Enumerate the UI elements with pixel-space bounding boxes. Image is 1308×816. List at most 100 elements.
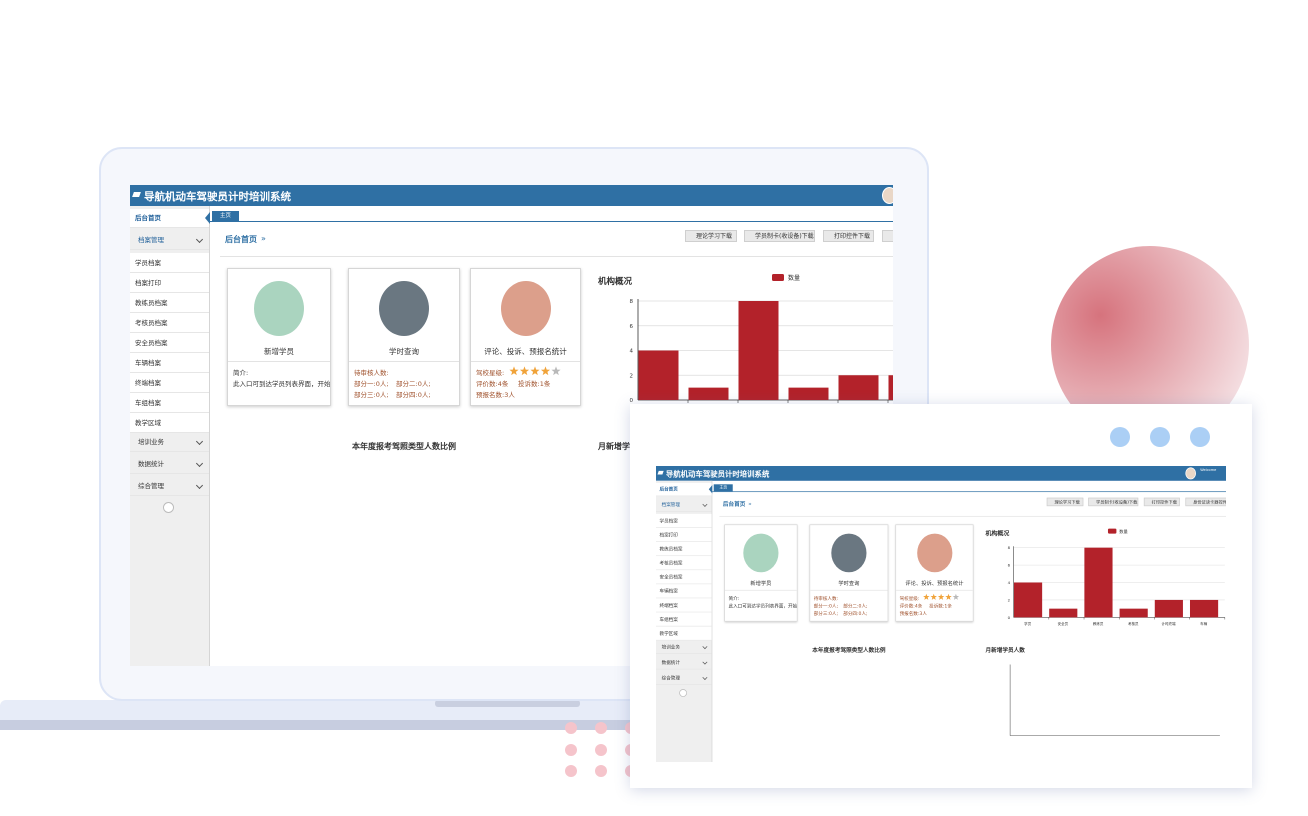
download-button[interactable]: 理论学习下载 (1046, 497, 1084, 507)
card-divider (810, 589, 888, 591)
download-button[interactable]: 理论学习下载 (685, 230, 737, 242)
header (130, 185, 893, 206)
tab[interactable]: 主页 (212, 211, 239, 221)
window-dots (1110, 427, 1210, 447)
bar (638, 350, 679, 400)
home-marker (205, 212, 210, 224)
tab[interactable]: 主页 (713, 484, 733, 492)
sidebar-group[interactable]: 综合管理 (656, 672, 712, 685)
sidebar-item[interactable]: 终端档案 (130, 373, 209, 393)
card-text: 部分二:0人; (396, 380, 431, 388)
card-title: 评论、投诉、预报名统计 (905, 580, 964, 587)
x-tick-label: 安全员 (1058, 621, 1069, 626)
y-tick-label: 0 (1008, 615, 1011, 620)
x-tick-label: 学员 (1024, 621, 1032, 626)
card-divider (349, 361, 459, 362)
card-text: 部分四:0人; (396, 391, 431, 399)
tab-line (711, 491, 1226, 493)
card-text: 部分一:0人; (813, 603, 838, 609)
avatar (882, 187, 893, 204)
collapse-button[interactable] (679, 689, 687, 697)
x-tick-label: 考核员 (1128, 621, 1139, 626)
bar (888, 375, 893, 400)
avatar (1185, 467, 1196, 480)
sidebar-group[interactable]: 综合管理 (130, 477, 209, 496)
sidebar-item[interactable]: 档案打印 (130, 273, 209, 293)
card-divider (724, 589, 797, 591)
download-button[interactable]: 打印控件下载 (823, 230, 874, 242)
breadcrumb-sep: » (261, 234, 266, 243)
card-text: 此入口可到达学员列表界面，开始新增学员 (233, 380, 331, 388)
card[interactable]: 评论、投诉、预报名统计 驾校星级: 评价数:4条 投诉数:1条 预报名数:3人 (470, 268, 581, 406)
download-button[interactable]: 学员制卡(收设备)下载 (1088, 497, 1139, 507)
bar (1189, 599, 1219, 618)
sidebar-item[interactable]: 学员档案 (130, 253, 209, 273)
sidebar-item[interactable]: 车辆档案 (130, 353, 209, 373)
bar (1013, 582, 1043, 618)
sidebar-group[interactable]: 数据统计 (130, 455, 209, 474)
card-icon (831, 533, 867, 573)
sidebar-item[interactable]: 车辆档案 (656, 584, 712, 599)
x-tick-label: 计时终端 (1161, 621, 1176, 626)
chart-title: 机构概况 (598, 276, 633, 287)
bar (1084, 547, 1113, 618)
x-tick-label: 车辆 (1200, 621, 1208, 626)
sidebar-item[interactable]: 终端档案 (656, 598, 712, 613)
sidebar-item[interactable]: 档案打印 (656, 527, 712, 543)
sidebar-item[interactable]: 安全员档案 (656, 570, 712, 585)
sidebar-group[interactable]: 培训业务 (656, 641, 712, 654)
breadcrumb: 后台首页 (722, 501, 746, 508)
card[interactable]: 学时查询 待审核人数: 部分一:0人; 部分二:0人; 部分三:0人; 部分四:0人; (348, 268, 460, 406)
laptop-notch (435, 700, 580, 707)
card-text: 部分一:0人; (354, 380, 389, 388)
sidebar-item[interactable]: 学员档案 (656, 513, 712, 528)
sidebar-group[interactable]: 数据统计 (656, 656, 712, 670)
sidebar-item[interactable]: 教学区域 (656, 626, 712, 641)
sidebar-group[interactable]: 档案管理 (130, 231, 209, 250)
download-button[interactable]: 身份证读卡器控件下载 (1185, 497, 1226, 507)
card-text: 评价数:4条 (476, 380, 509, 388)
sidebar-item[interactable]: 教练员档案 (656, 542, 712, 557)
header (656, 466, 1226, 481)
sidebar-group[interactable]: 档案管理 (656, 498, 712, 512)
sidebar-item[interactable]: 教练员档案 (130, 293, 209, 313)
card-text: 简介: (233, 369, 249, 377)
card-text: 简介: (728, 595, 740, 602)
card-text: 预报名数:3人 (476, 391, 515, 399)
rating-stars (923, 593, 960, 600)
card-divider (471, 361, 580, 362)
download-button[interactable]: 打印控件下载 (1143, 497, 1180, 507)
bar (1049, 608, 1078, 618)
card-divider (228, 361, 330, 362)
app-title: 导航机动车驾驶员计时培训系统 (665, 470, 770, 479)
section-title: 本年度报考驾照类型人数比例 (812, 646, 886, 654)
card-text: 待审核人数: (354, 369, 389, 377)
sidebar-home[interactable]: 后台首页 (656, 482, 712, 497)
x-tick-label: 教练员 (1093, 621, 1104, 626)
sidebar-item[interactable]: 安全员档案 (130, 333, 209, 353)
bar (688, 387, 729, 400)
sidebar-item[interactable]: 考核员档案 (656, 556, 712, 571)
sidebar-item[interactable]: 车组档案 (656, 612, 712, 627)
bar (1154, 599, 1183, 618)
card[interactable]: 学时查询 待审核人数: 部分一:0人; 部分二:0人; 部分三:0人; 部分四:0人; (809, 524, 889, 622)
sidebar-item[interactable]: 教学区域 (130, 413, 209, 433)
section-title: 本年度报考驾照类型人数比例 (352, 442, 456, 451)
bar (1119, 608, 1148, 618)
collapse-button[interactable] (163, 502, 174, 513)
card-text: 部分三:0人; (813, 611, 838, 617)
card-title: 新增学员 (264, 347, 294, 356)
decor-dots (565, 722, 637, 777)
card[interactable]: 评论、投诉、预报名统计 驾校星级: 评价数:4条 投诉数:1条 预报名数:3人 (895, 524, 974, 622)
bar (738, 301, 779, 400)
sidebar-item[interactable]: 车组档案 (130, 393, 209, 413)
card-text: 投诉数:1条 (518, 380, 551, 388)
sidebar-item[interactable]: 考核员档案 (130, 313, 209, 333)
app-title: 导航机动车驾驶员计时培训系统 (144, 191, 291, 203)
sidebar-group[interactable]: 培训业务 (130, 433, 209, 452)
sidebar-home[interactable]: 后台首页 (130, 209, 209, 228)
download-button[interactable]: 身份证读卡器控件下载 (882, 230, 893, 242)
download-button[interactable]: 学员制卡(收设备)下载 (744, 230, 815, 242)
